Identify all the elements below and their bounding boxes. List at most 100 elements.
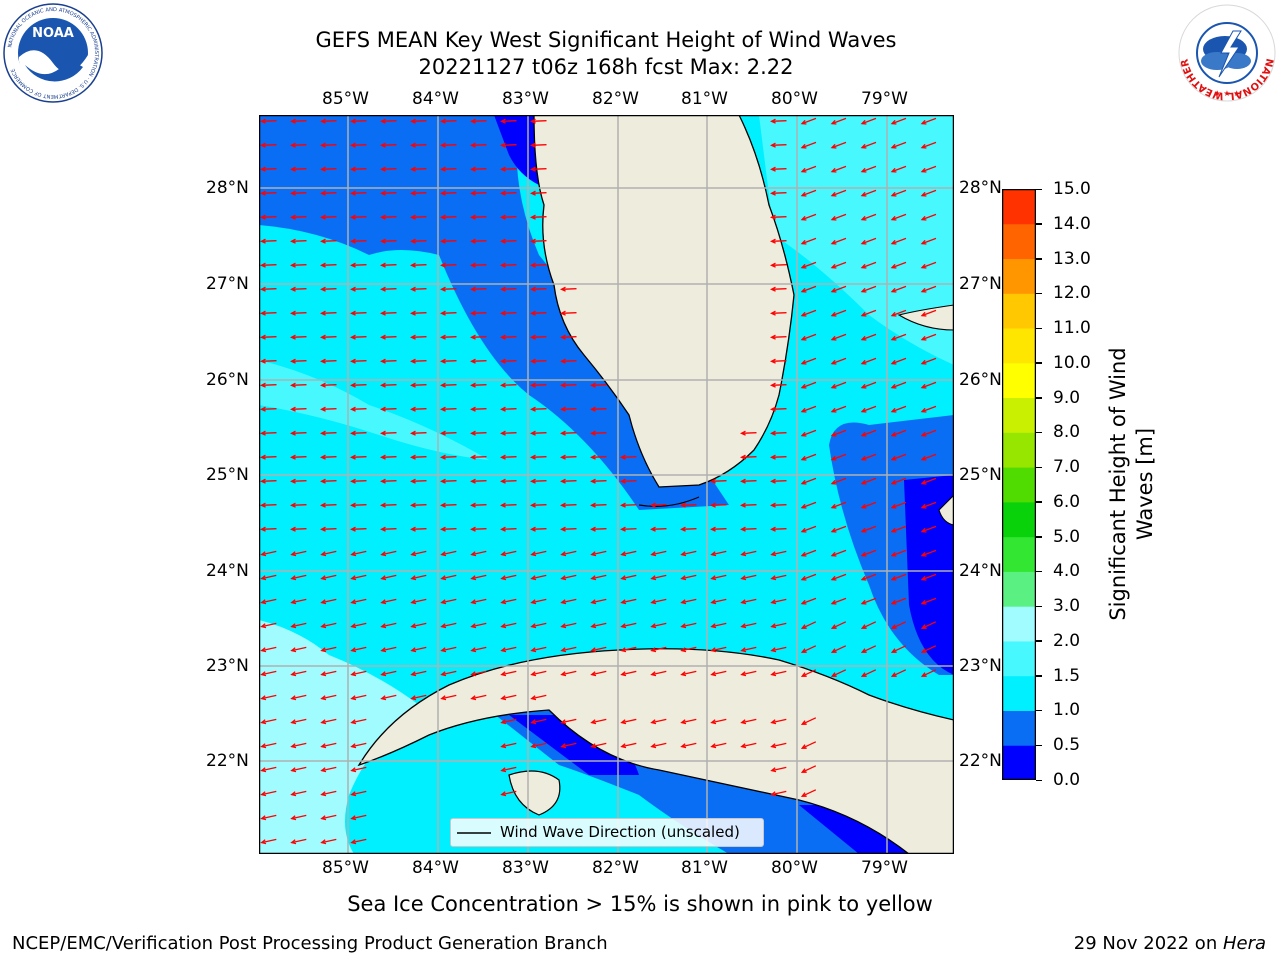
wind-arrow-head	[260, 286, 266, 292]
wind-arrow-head	[740, 719, 747, 725]
colorbar-tick-label: 0.5	[1053, 735, 1081, 756]
wind-arrow	[741, 504, 757, 506]
wind-arrow-head	[260, 262, 266, 268]
wind-arrow	[441, 456, 457, 458]
host-name: Hera	[1222, 933, 1266, 954]
wind-arrow-head	[500, 166, 506, 172]
wind-arrow-head	[650, 551, 657, 557]
wind-arrow	[681, 528, 697, 530]
wind-arrow	[291, 288, 307, 290]
lat-label-right: 22°N	[959, 751, 1002, 771]
wind-arrow-head	[380, 286, 386, 292]
wind-arrow	[861, 453, 877, 461]
wind-arrow-head	[920, 311, 927, 317]
wind-arrow-head	[290, 575, 297, 581]
wind-arrow-head	[500, 454, 506, 460]
wind-arrow-head	[500, 214, 506, 220]
colorbar-tick-mark	[1036, 570, 1042, 573]
wind-arrow-head	[830, 215, 837, 221]
wind-arrow	[381, 336, 397, 338]
wind-arrow	[501, 360, 517, 362]
wind-arrow	[441, 144, 457, 146]
wind-arrow	[321, 574, 337, 580]
wind-arrow-head	[650, 647, 657, 653]
wind-arrow-head	[410, 671, 417, 677]
wind-arrow-head	[860, 551, 867, 557]
colorbar-label: Significant Height of Wind Waves [m]	[1106, 347, 1157, 621]
wind-arrow	[291, 766, 307, 772]
wind-arrow-head	[260, 478, 266, 484]
wind-arrow-head	[920, 191, 927, 197]
wind-arrow	[501, 766, 517, 772]
wind-arrow-head	[320, 118, 326, 124]
wind-arrow	[891, 525, 907, 533]
wind-arrow	[561, 670, 577, 676]
wind-arrow-head	[590, 743, 597, 749]
wind-arrow-head	[860, 575, 867, 581]
wind-arrow	[891, 501, 907, 509]
wind-arrow	[861, 117, 877, 125]
wind-arrow	[261, 480, 277, 482]
wind-arrow	[591, 742, 607, 748]
wind-arrow-head	[830, 599, 837, 605]
wind-arrow-head	[800, 119, 807, 125]
wind-arrow	[261, 288, 277, 290]
wind-arrow	[501, 456, 517, 458]
wind-arrow-head	[920, 167, 927, 173]
wind-arrow	[621, 480, 637, 482]
colorbar-segment	[1002, 675, 1036, 711]
wind-arrow-head	[260, 118, 266, 124]
colorbar-segment	[1002, 223, 1036, 260]
wind-arrow-head	[890, 143, 897, 149]
wind-arrow	[771, 312, 787, 314]
wind-arrow	[291, 144, 307, 146]
wind-arrow-head	[770, 142, 776, 148]
wind-arrow-head	[470, 310, 476, 316]
wind-arrow-head	[440, 286, 446, 292]
wind-arrow-head	[860, 263, 867, 269]
wind-arrow	[471, 312, 487, 314]
wind-arrow	[321, 814, 337, 820]
wind-arrow	[921, 453, 937, 461]
wind-arrow-head	[350, 647, 357, 653]
wind-arrow-head	[890, 479, 897, 485]
wind-arrow-head	[650, 575, 657, 581]
florida-land	[533, 115, 795, 488]
wind-arrow	[291, 264, 307, 266]
wind-arrow	[501, 646, 517, 652]
wind-arrow-head	[380, 478, 386, 484]
wind-arrow	[321, 550, 337, 556]
wind-arrow-head	[680, 526, 686, 532]
wind-arrow	[921, 429, 937, 437]
wind-arrow-head	[470, 430, 476, 436]
wind-arrow	[771, 550, 787, 556]
wind-wave-arrows	[260, 117, 937, 845]
wind-arrow-head	[560, 334, 566, 340]
wind-arrow-head	[260, 334, 266, 340]
wind-arrow	[441, 312, 457, 314]
wind-arrow	[801, 525, 817, 533]
wind-arrow-head	[290, 695, 297, 701]
wind-arrow	[591, 384, 607, 386]
wind-arrow	[351, 742, 367, 748]
wind-arrow-head	[380, 647, 387, 653]
wind-arrow-head	[260, 166, 266, 172]
wind-arrow	[861, 429, 877, 437]
wind-arrow-head	[290, 743, 297, 749]
wind-arrow	[801, 237, 817, 245]
wind-arrow	[441, 550, 457, 556]
wind-arrow-head	[830, 359, 837, 365]
wind-arrow	[321, 646, 337, 652]
wind-arrow-head	[800, 383, 807, 389]
wind-arrow-head	[350, 526, 356, 532]
wind-arrow	[531, 504, 547, 506]
wind-arrow-head	[770, 382, 776, 388]
wind-arrow	[501, 718, 517, 724]
wind-arrow	[501, 240, 517, 242]
wind-arrow-head	[890, 455, 897, 461]
colorbar-segment	[1002, 571, 1036, 607]
wind-arrow-head	[710, 551, 717, 557]
wind-arrow	[801, 573, 817, 581]
credit-text: NCEP/EMC/Verification Post Processing Pr…	[12, 933, 608, 954]
wind-arrow	[561, 312, 577, 314]
